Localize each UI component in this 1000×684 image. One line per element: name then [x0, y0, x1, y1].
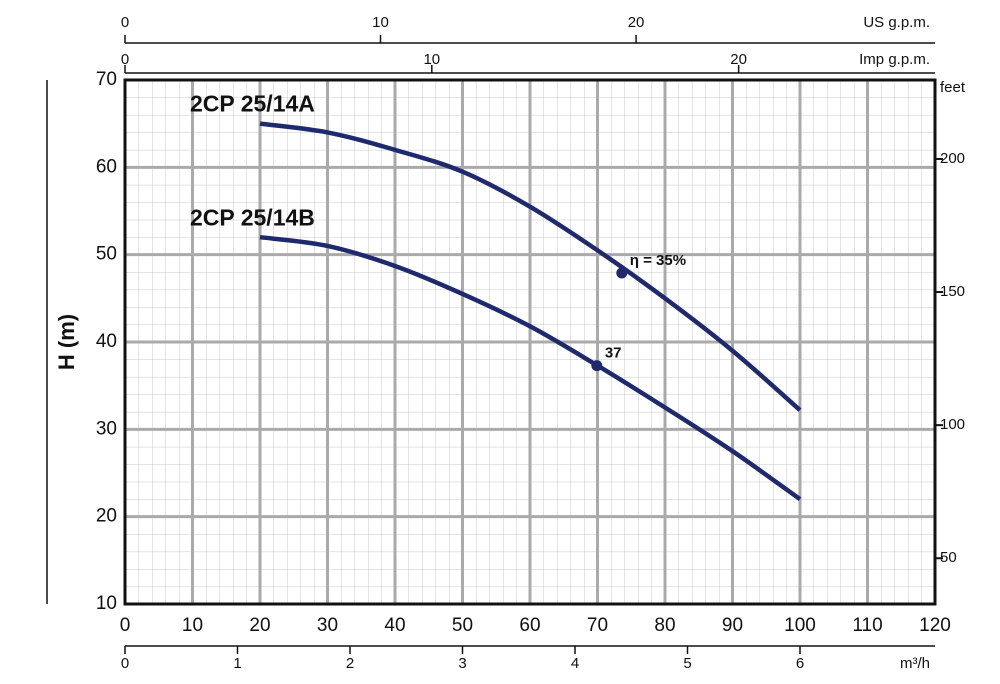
axis-label: m³/h	[900, 655, 930, 672]
axis-label: Imp g.p.m.	[859, 51, 930, 68]
axis-tick-label: 20	[730, 51, 747, 68]
y2-tick-label: 200	[940, 150, 965, 167]
plot-frame	[123, 78, 937, 606]
annotation: η = 35%	[630, 252, 686, 269]
axis-tick-label: 0	[121, 14, 129, 31]
series-label: 2CP 25/14A	[190, 91, 315, 117]
x-tick-label: 10	[182, 615, 203, 636]
efficiency-point	[591, 360, 603, 372]
x-tick-label: 50	[452, 615, 473, 636]
y-tick-label: 10	[96, 593, 117, 614]
y-tick-label: 20	[96, 506, 117, 527]
axis-tick-label: 4	[571, 655, 579, 672]
efficiency-point	[616, 267, 628, 279]
x-tick-label: 20	[249, 615, 270, 636]
x-tick-label: 40	[384, 615, 405, 636]
x-tick-label: 110	[852, 615, 882, 636]
axis-tick-label: 2	[346, 655, 354, 672]
axis-tick-label: 0	[121, 655, 129, 672]
axis-label: US g.p.m.	[863, 14, 930, 31]
curve	[259, 234, 802, 502]
y2-axis-label: feet	[940, 79, 966, 96]
y2-tick-label: 150	[940, 283, 965, 300]
y-axis-label: H (m)	[54, 314, 79, 370]
x-tick-label: 0	[120, 615, 131, 636]
y-tick-label: 60	[96, 156, 117, 177]
y-tick-label: 30	[96, 418, 117, 439]
y2-tick-label: 100	[940, 416, 965, 433]
x-tick-label: 90	[722, 615, 743, 636]
x-tick-label: 70	[587, 615, 608, 636]
axis-tick-label: 20	[628, 14, 645, 31]
axis-tick-label: 3	[458, 655, 466, 672]
y-tick-label: 50	[96, 244, 117, 265]
y-tick-label: 70	[96, 69, 117, 90]
series-label: 2CP 25/14B	[190, 204, 315, 230]
y-tick-label: 40	[96, 331, 117, 352]
axis-tick-label: 1	[233, 655, 241, 672]
axis-tick-label: 0	[121, 51, 129, 68]
x-tick-label: 120	[919, 615, 951, 636]
axis-tick-label: 5	[683, 655, 691, 672]
y2-tick-label: 50	[940, 549, 957, 566]
curve	[259, 121, 802, 412]
axis-tick-label: 6	[796, 655, 804, 672]
annotation: 37	[605, 345, 622, 362]
x-tick-label: 60	[519, 615, 540, 636]
axis-tick-label: 10	[372, 14, 389, 31]
axis-tick-label: 10	[423, 51, 440, 68]
x-tick-label: 80	[654, 615, 675, 636]
x-tick-label: 100	[784, 615, 816, 636]
x-tick-label: 30	[317, 615, 338, 636]
